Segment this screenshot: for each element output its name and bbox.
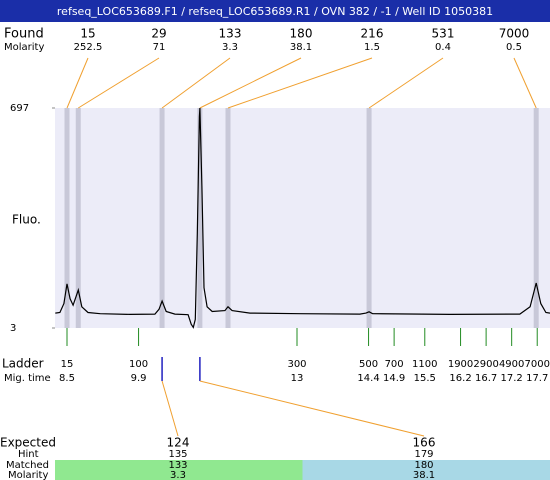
title-bar: [0, 0, 550, 22]
expected-row-label: Molarity: [8, 470, 48, 480]
found-size: 29: [151, 27, 166, 41]
peak-link: [199, 57, 302, 109]
found-molarity: 1.5: [364, 42, 380, 53]
found-molarity: 0.4: [435, 42, 451, 53]
peak-band: [197, 108, 203, 328]
found-molarity: 0.5: [506, 42, 522, 53]
expected-matched: 180: [414, 460, 433, 471]
time-label: Mig. time: [4, 373, 51, 384]
title: refseq_LOC653689.F1 / refseq_LOC653689.R…: [57, 5, 493, 18]
found-size: 133: [219, 27, 242, 41]
matched-band: [55, 460, 303, 480]
expected-molarity: 38.1: [413, 470, 435, 480]
found-molarity: 71: [153, 42, 166, 53]
ladder-time: 9.9: [131, 373, 147, 384]
matched-band: [302, 460, 550, 480]
match-link: [199, 380, 425, 437]
found-size: 180: [290, 27, 313, 41]
ladder-size: 7000: [524, 359, 549, 370]
ladder-size: 500: [359, 359, 378, 370]
found-size: 15: [80, 27, 95, 41]
ladder-size: 1100: [412, 359, 437, 370]
ladder-size: 4900: [499, 359, 524, 370]
ladder-size: 300: [287, 359, 306, 370]
expected-row-label: Matched: [6, 460, 49, 471]
y-tick-label: 697: [10, 103, 29, 114]
ladder-label: Ladder: [2, 357, 44, 371]
y-axis-label: Fluo.: [12, 213, 41, 227]
peak-band: [533, 108, 539, 328]
peak-link: [161, 57, 231, 109]
ladder-time: 16.7: [475, 373, 497, 384]
peak-band: [159, 108, 165, 328]
expected-row-label: Expected: [0, 436, 56, 450]
y-tick-label: 3: [10, 323, 16, 334]
expected-expected: 124: [167, 436, 190, 450]
expected-hint: 179: [414, 449, 433, 460]
peak-band: [75, 108, 81, 328]
ladder-size: 1900: [448, 359, 473, 370]
found-molarity: 252.5: [74, 42, 103, 53]
ladder-time: 17.2: [501, 373, 523, 384]
peak-band: [225, 108, 231, 328]
peak-link: [513, 57, 537, 109]
found-size: 216: [361, 27, 384, 41]
ladder-size: 100: [129, 359, 148, 370]
peak-link: [368, 57, 444, 109]
molarity-label: Molarity: [4, 42, 44, 53]
peak-link: [227, 57, 373, 109]
ladder-time: 14.4: [357, 373, 379, 384]
match-link: [161, 380, 179, 437]
peak-band: [64, 108, 70, 328]
expected-hint: 135: [168, 449, 187, 460]
peak-link: [77, 57, 160, 109]
ladder-size: 15: [61, 359, 74, 370]
ladder-time: 15.5: [414, 373, 436, 384]
found-size: 531: [432, 27, 455, 41]
found-size: 7000: [499, 27, 530, 41]
expected-expected: 166: [413, 436, 436, 450]
trace: [55, 107, 550, 329]
found-label: Found: [4, 27, 44, 42]
ladder-size: 2900: [473, 359, 498, 370]
plot-area: [55, 108, 550, 328]
ladder-time: 13: [291, 373, 304, 384]
ladder-time: 8.5: [59, 373, 75, 384]
ladder-time: 16.2: [449, 373, 471, 384]
found-molarity: 38.1: [290, 42, 312, 53]
expected-matched: 133: [168, 460, 187, 471]
peak-band: [366, 108, 372, 328]
expected-row-label: Hint: [18, 449, 39, 460]
expected-molarity: 3.3: [170, 470, 186, 480]
ladder-size: 700: [385, 359, 404, 370]
ladder-time: 17.7: [526, 373, 548, 384]
ladder-time: 14.9: [383, 373, 405, 384]
found-molarity: 3.3: [222, 42, 238, 53]
peak-link: [66, 57, 89, 109]
